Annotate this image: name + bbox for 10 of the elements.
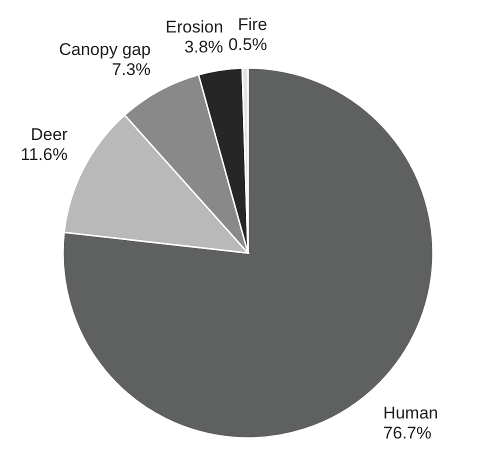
- data-label: 11.6%: [20, 144, 68, 164]
- slice-label: Deer: [30, 124, 68, 144]
- slice-label: Human: [383, 403, 438, 422]
- data-label: 7.3%: [112, 60, 151, 79]
- data-label: 3.8%: [184, 37, 224, 56]
- slice-label: Canopy gap: [58, 40, 151, 59]
- data-label: 76.7%: [383, 423, 432, 442]
- slice-label: Erosion: [166, 17, 224, 36]
- slice-label: Fire: [238, 15, 268, 34]
- data-label: 0.5%: [228, 35, 268, 54]
